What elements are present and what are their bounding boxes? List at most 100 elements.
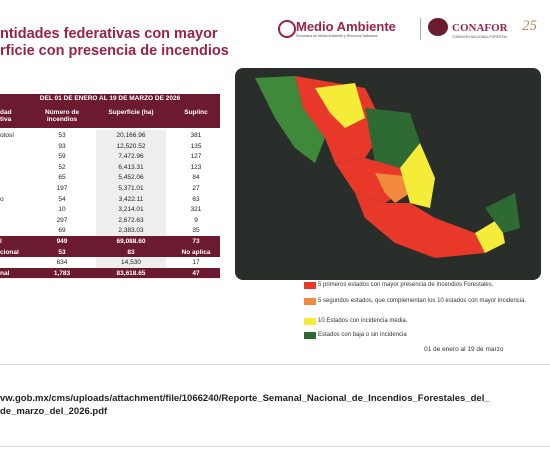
cell-shade: [96, 193, 166, 205]
cell-shade: [96, 172, 166, 183]
table-cell: 83: [127, 248, 135, 256]
table-cell: 5,371.01: [118, 185, 144, 192]
table-cell: 12,520.52: [116, 142, 146, 150]
region: [485, 193, 520, 233]
table-cell: 73: [192, 238, 200, 245]
cell-shade: [96, 140, 166, 152]
table-cell: 69,088.60: [116, 238, 146, 245]
cell-shade: [96, 225, 166, 236]
cell-shade: [96, 130, 166, 141]
table-cell: otosí: [0, 132, 15, 139]
table-cell: 5,452.06: [118, 174, 144, 182]
table-cell: nal: [0, 269, 10, 277]
table-cell: 381: [190, 132, 202, 139]
table-cell: 84: [192, 174, 200, 182]
table-cell: 197: [56, 185, 68, 192]
table-cell: No aplica: [181, 248, 211, 256]
table-cell: 53: [58, 132, 66, 139]
url-line: vw.gob.mx/cms/uploads/attachment/file/10…: [0, 393, 490, 404]
table-cell: 47: [192, 269, 200, 277]
region: [355, 193, 485, 258]
table-cell: 52: [58, 163, 66, 171]
table-cell: 3,422.11: [118, 195, 144, 203]
legend-label: 5 primeros estados con mayor presencia d…: [318, 282, 494, 288]
url-line: de_marzo_del_2026.pdf: [0, 406, 108, 417]
cell-shade: [96, 257, 166, 268]
cell-shade: [96, 161, 166, 173]
column-header: Número de incendios: [45, 109, 79, 123]
region: [255, 76, 325, 163]
table-cell: cional: [0, 248, 19, 256]
table-cell: 59: [58, 153, 66, 161]
table-cell: 9: [194, 216, 198, 224]
legend-swatch: [304, 282, 316, 289]
table-cell: 2,383.03: [118, 227, 144, 235]
column-header: Superficie (ha): [108, 109, 154, 116]
cell-shade: [96, 183, 166, 194]
separator: [0, 364, 550, 365]
table-cell: 127: [190, 153, 202, 161]
table-cell: 10: [58, 206, 66, 214]
table-cell: 93: [58, 142, 66, 150]
table-cell: 949: [56, 238, 68, 245]
logo-text: 25: [522, 18, 537, 34]
table-cell: 27: [192, 185, 200, 192]
title-line: ntidades federativas con mayor: [0, 26, 218, 42]
region: [365, 108, 420, 168]
row-bg: [0, 267, 220, 280]
legend-swatch: [304, 298, 316, 305]
table-cell: 54: [58, 195, 66, 203]
table-cell: 83,618.65: [116, 269, 146, 277]
column-header: Sup/inc: [184, 109, 208, 116]
logo-sub: Secretaría de Medio Ambiente y Recursos …: [296, 34, 378, 38]
table-period: DEL 01 DE ENERO AL 19 DE MARZO DE 2026: [0, 94, 220, 104]
column-header: dad tiva: [0, 109, 12, 123]
region: [315, 83, 365, 128]
footer-url: vw.gob.mx/cms/uploads/attachment/file/10…: [0, 392, 490, 418]
logo-icon: [278, 20, 296, 38]
table-cell: 69: [58, 227, 66, 235]
logo-text: CONAFOR: [452, 22, 508, 34]
table-cell: 7,472.96: [118, 153, 144, 161]
table-cell: 2,672.63: [118, 216, 144, 224]
legend-label: Estados con baja o sin incidencia: [318, 332, 407, 338]
region: [400, 143, 435, 208]
table-cell: 297: [56, 216, 68, 224]
legend-label: 5 segundos estados, que complementan los…: [318, 298, 527, 304]
table-cell: 6,413.31: [118, 163, 144, 171]
table-cell: 17: [192, 259, 200, 267]
table-cell: 63: [192, 195, 200, 203]
logo-icon: [428, 18, 448, 36]
region: [475, 218, 505, 253]
table-cell: 20,166.96: [116, 132, 146, 139]
logo-sub: COMISIÓN NACIONAL FORESTAL: [452, 35, 508, 39]
separator: [0, 446, 550, 447]
logo-text: Medio Ambiente: [296, 19, 396, 34]
table-cell: 1,783: [53, 269, 71, 277]
title-line: rficie con presencia de incendios: [0, 43, 229, 59]
legend-swatch: [304, 318, 316, 325]
table-cell: 3,214.01: [118, 206, 144, 214]
table-cell: 65: [58, 174, 66, 182]
table-cell: 14,530: [121, 259, 141, 267]
table-cell: 321: [190, 206, 202, 214]
table-cell: l: [0, 238, 2, 245]
cell-shade: [96, 204, 166, 215]
cell-shade: [96, 214, 166, 226]
map: [235, 68, 541, 280]
table-cell: 53: [58, 248, 66, 256]
map-caption: 01 de enero al 19 de marzo: [424, 346, 504, 353]
table-cell: o: [0, 195, 4, 203]
table-cell: 123: [190, 163, 202, 171]
divider: [420, 18, 421, 40]
region: [375, 173, 410, 203]
table-cell: 35: [192, 227, 200, 235]
table-cell: 135: [190, 142, 202, 150]
table-cell: 834: [56, 259, 68, 267]
legend-swatch: [304, 332, 316, 339]
cell-shade: [96, 151, 166, 162]
table: DEL 01 DE ENERO AL 19 DE MARZO DE 2026 da…: [0, 94, 220, 280]
legend-label: 10 Estados con incidencia media.: [318, 318, 408, 324]
title: ntidades federativas con mayor rficie con…: [0, 26, 229, 60]
